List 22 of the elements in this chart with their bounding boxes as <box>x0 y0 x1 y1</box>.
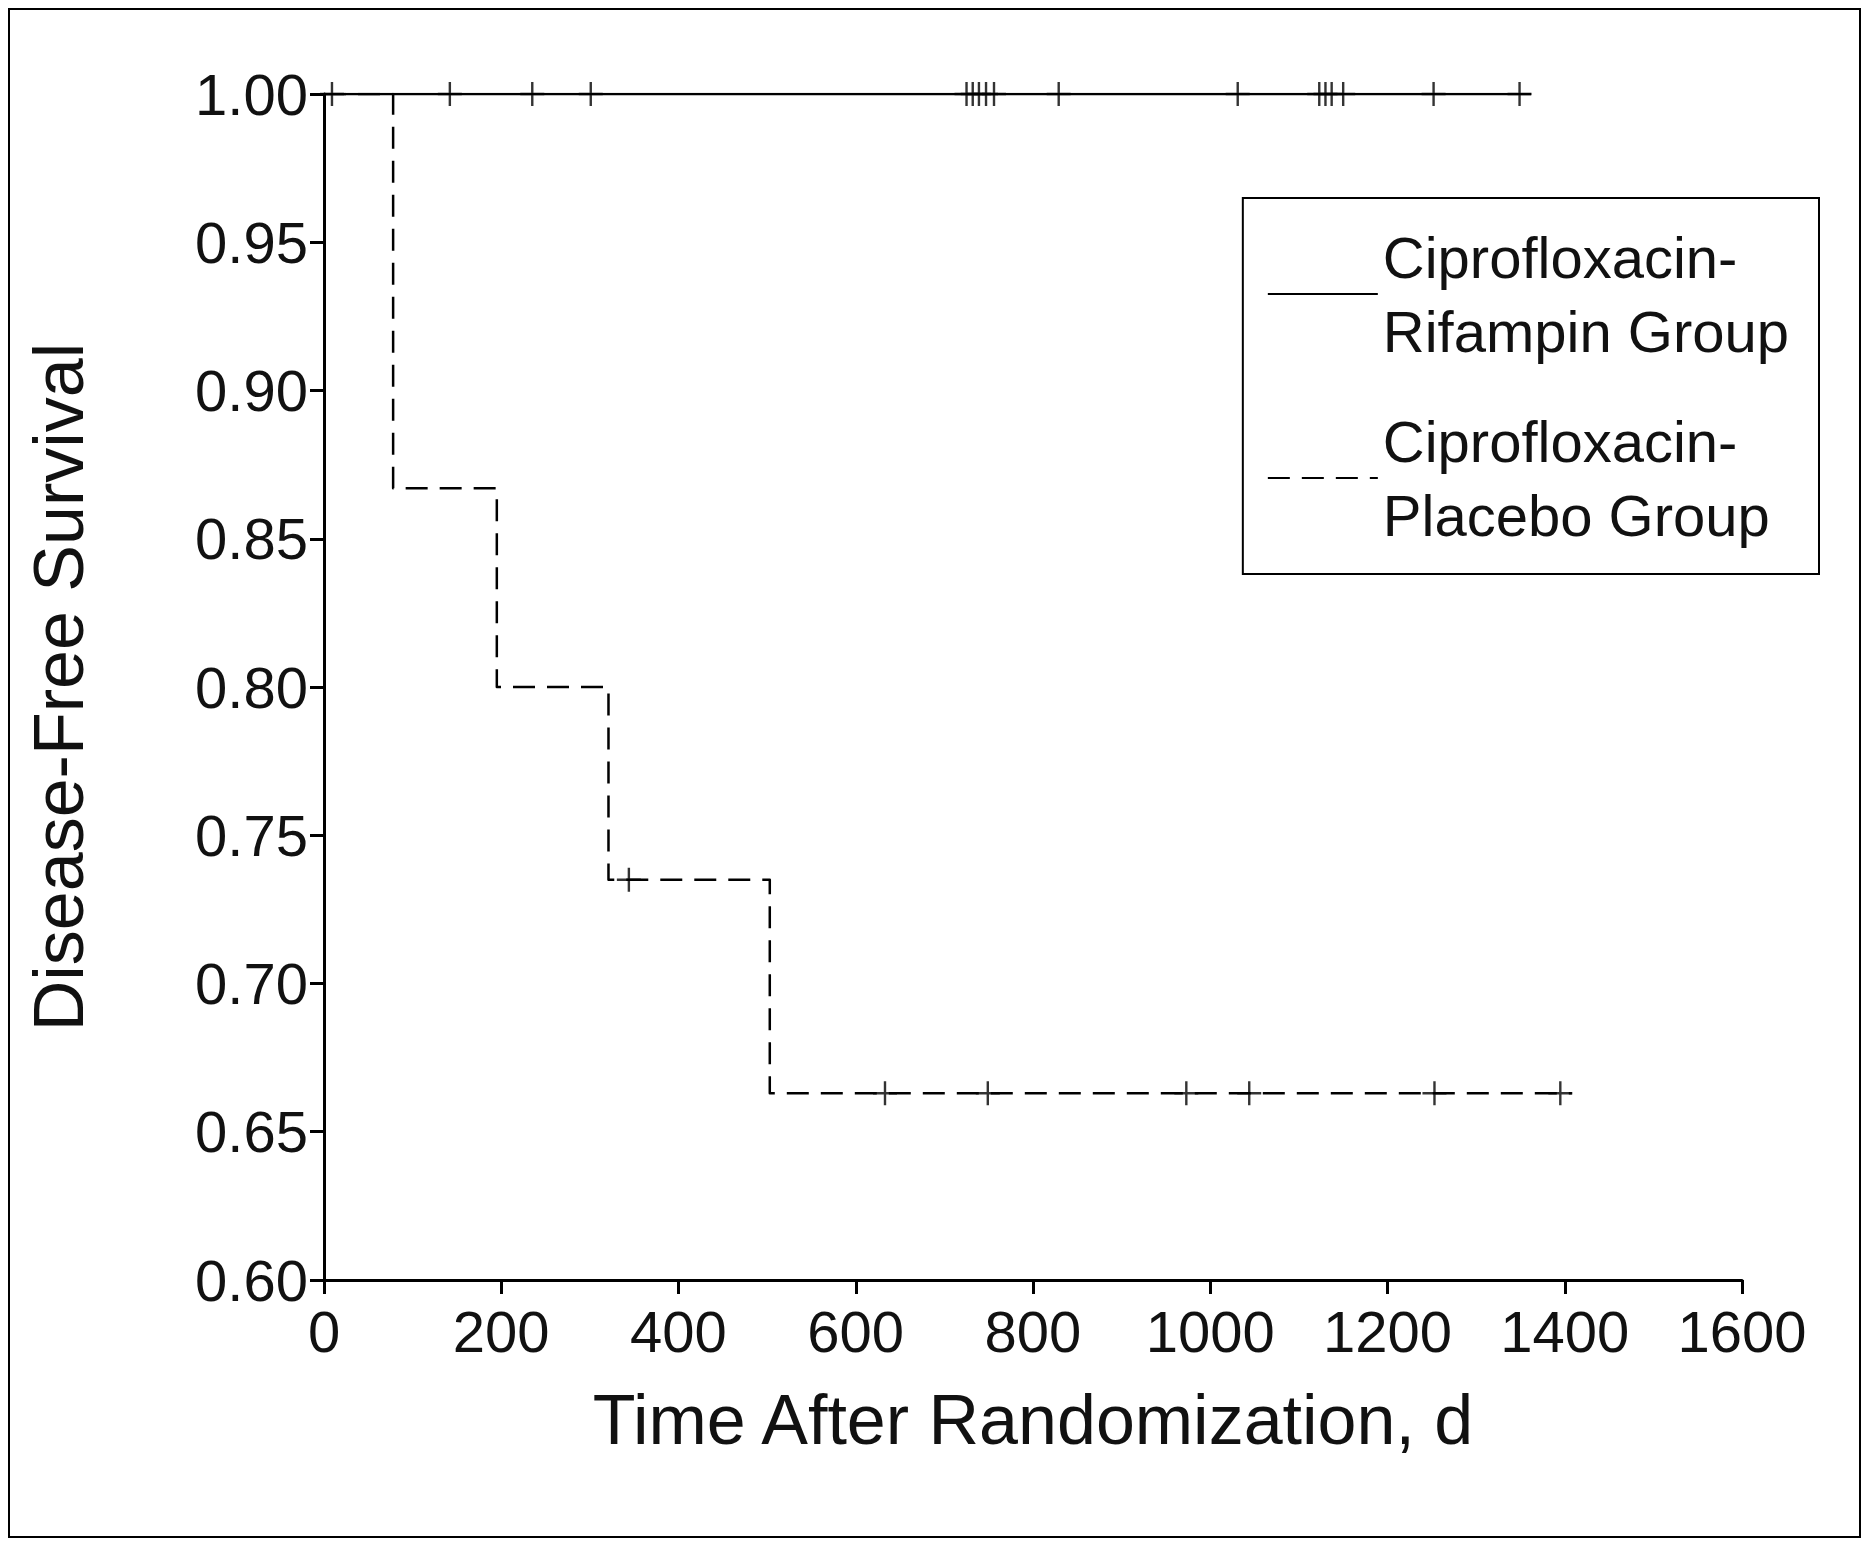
y-tick-label: 0.90 <box>195 358 308 423</box>
x-tick-label: 1200 <box>1322 1298 1453 1364</box>
x-tick-label: 800 <box>984 1298 1082 1364</box>
x-tick-label: 1600 <box>1677 1298 1807 1364</box>
y-axis-title: Disease-Free Survival <box>20 342 98 1032</box>
y-tick-label: 0.80 <box>195 654 308 720</box>
x-tick-label: 200 <box>452 1298 550 1364</box>
x-tick-label: 600 <box>807 1298 905 1364</box>
y-tick-label: 0.75 <box>195 802 308 868</box>
x-tick-label: 400 <box>630 1298 727 1364</box>
x-tick-label: 0 <box>307 1298 341 1364</box>
x-tick-label: 1000 <box>1145 1298 1275 1364</box>
x-axis-title: Time After Randomization, d <box>592 1381 1474 1459</box>
legend-label: Ciprofloxacin- Placebo Group <box>1382 408 1770 548</box>
x-tick-label: 1400 <box>1500 1298 1630 1364</box>
legend-label: Ciprofloxacin- Rifampin Group <box>1382 224 1789 364</box>
y-tick-label: 0.70 <box>195 951 308 1016</box>
y-tick-label: 0.65 <box>195 1099 308 1165</box>
y-tick-label: 1.00 <box>195 61 308 127</box>
y-tick-label: 0.85 <box>195 506 308 572</box>
y-tick-label: 0.95 <box>195 209 308 275</box>
y-tick-label: 0.60 <box>195 1247 308 1313</box>
